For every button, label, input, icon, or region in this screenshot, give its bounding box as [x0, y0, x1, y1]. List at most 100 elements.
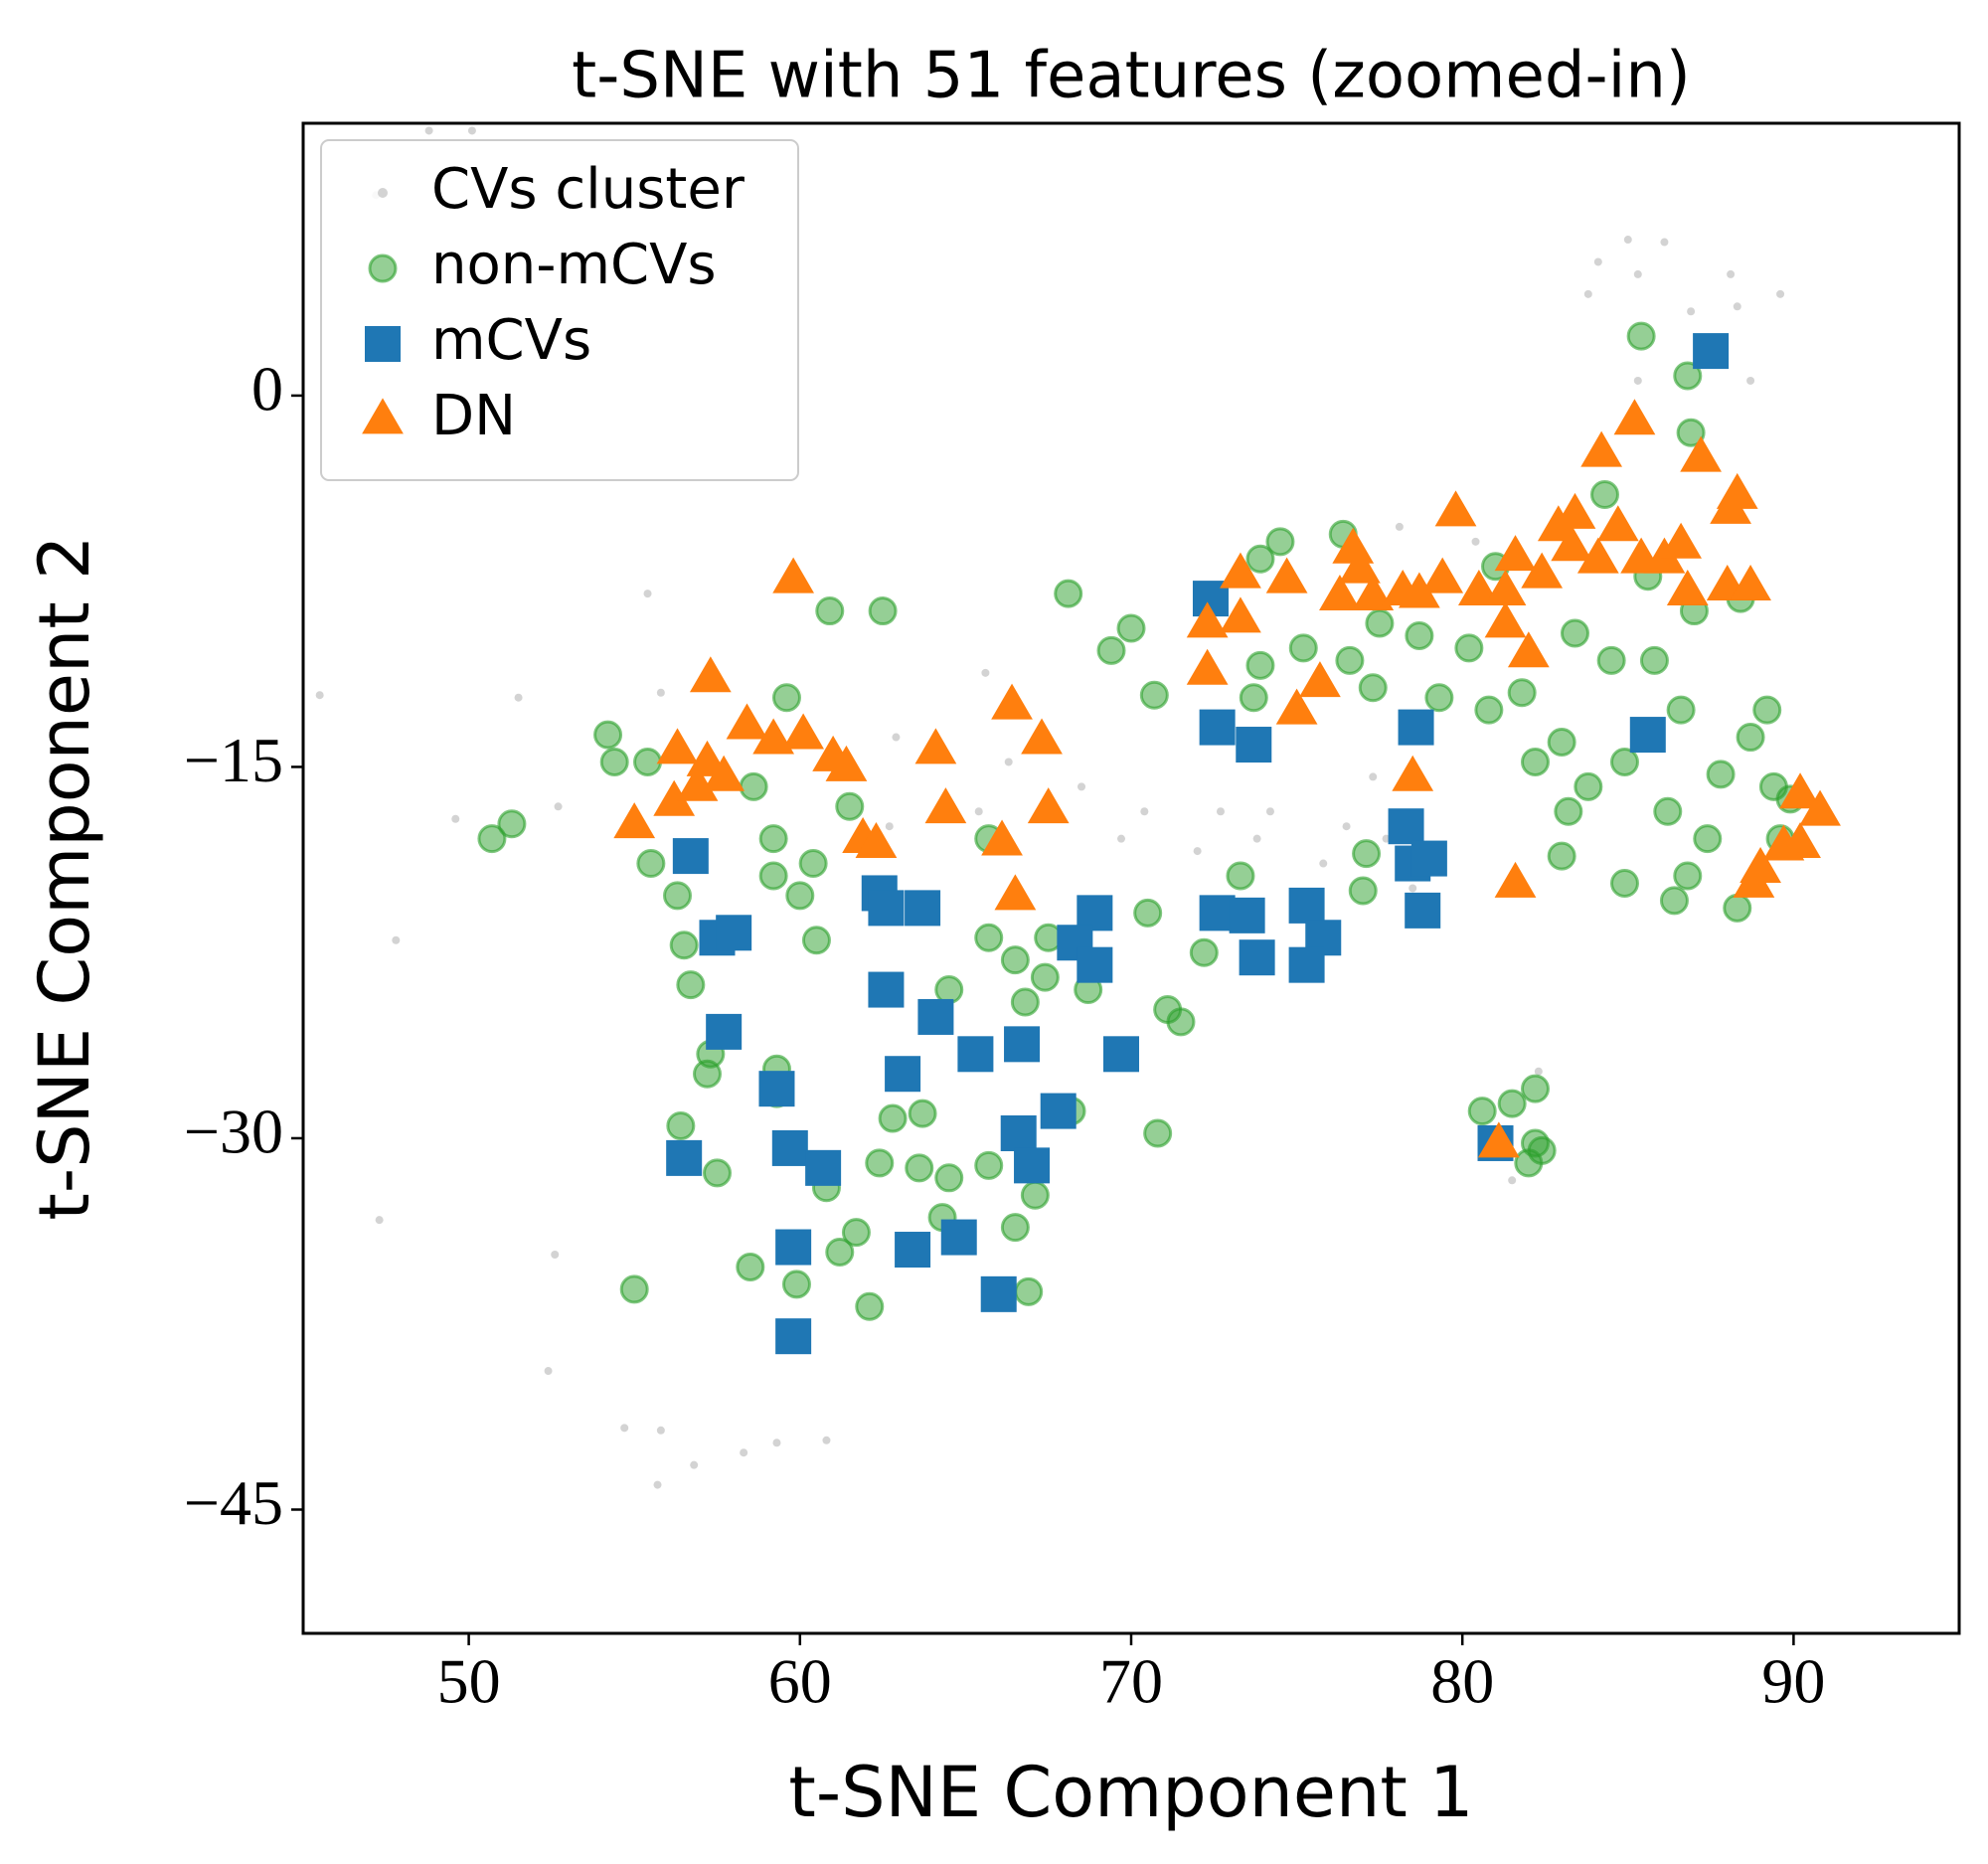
point — [815, 596, 845, 626]
point — [905, 1153, 934, 1183]
point — [1673, 361, 1703, 391]
point — [758, 1071, 795, 1107]
x-tick-label: 60 — [768, 1646, 832, 1717]
point — [1369, 772, 1378, 781]
point — [1507, 678, 1537, 708]
point — [1727, 269, 1736, 278]
point — [934, 975, 964, 1005]
series-circle — [477, 321, 1805, 1321]
point — [1653, 796, 1683, 826]
point — [1000, 1213, 1030, 1243]
legend-box — [320, 139, 799, 481]
point — [1265, 807, 1274, 816]
point — [1776, 289, 1785, 298]
point — [1467, 1097, 1497, 1126]
point — [1609, 747, 1639, 776]
point — [785, 881, 815, 911]
point — [752, 718, 795, 755]
point — [1574, 771, 1603, 801]
point — [1000, 1114, 1037, 1151]
point — [934, 1163, 964, 1193]
point — [1508, 1176, 1517, 1185]
point — [1554, 796, 1583, 826]
point — [1680, 435, 1722, 472]
point — [1527, 1135, 1557, 1165]
point — [1245, 650, 1275, 680]
point — [1140, 807, 1149, 816]
point — [1494, 861, 1537, 898]
point — [672, 838, 709, 875]
point — [1193, 847, 1202, 856]
point — [703, 755, 746, 791]
point — [633, 747, 663, 776]
point — [690, 1460, 699, 1469]
point — [974, 807, 983, 816]
point — [1229, 897, 1265, 933]
point — [656, 728, 699, 764]
point — [878, 1103, 908, 1133]
point — [980, 1275, 1017, 1312]
point — [1424, 683, 1454, 713]
point — [772, 1439, 781, 1447]
point — [1752, 695, 1782, 725]
point — [1740, 846, 1781, 883]
point — [1457, 570, 1500, 606]
point — [716, 915, 752, 951]
point — [1723, 893, 1752, 923]
point — [1580, 430, 1623, 467]
point — [656, 1426, 665, 1435]
point — [643, 590, 652, 598]
point — [703, 1158, 732, 1188]
point — [855, 822, 898, 859]
point — [1706, 760, 1736, 789]
point — [1220, 596, 1261, 633]
point — [981, 819, 1023, 856]
point — [917, 998, 954, 1035]
point — [1554, 492, 1596, 529]
point — [736, 1252, 765, 1281]
point — [895, 1232, 931, 1269]
point — [599, 747, 629, 776]
point — [865, 1148, 895, 1178]
legend-label: DN — [431, 384, 516, 448]
point — [1077, 782, 1086, 791]
point — [1000, 945, 1030, 975]
point — [1687, 307, 1696, 316]
point — [1166, 1007, 1196, 1037]
point — [739, 771, 768, 801]
point — [805, 1149, 842, 1186]
point — [940, 1219, 977, 1256]
series-triangle — [613, 399, 1841, 1158]
point — [1392, 755, 1434, 791]
point — [1596, 645, 1626, 675]
point — [1239, 939, 1275, 976]
point — [855, 1291, 885, 1321]
point — [1421, 557, 1464, 593]
point — [636, 849, 666, 879]
point — [1004, 1026, 1041, 1063]
point — [868, 971, 905, 1008]
point — [1021, 718, 1063, 755]
chart-title: t-SNE with 51 features (zoomed-in) — [572, 40, 1691, 113]
point — [1730, 565, 1771, 601]
point — [1660, 522, 1702, 559]
point — [1623, 236, 1632, 245]
point — [1405, 620, 1434, 650]
point — [554, 802, 563, 811]
point — [653, 1480, 662, 1489]
point — [693, 1059, 723, 1089]
point — [1596, 505, 1639, 542]
point — [1054, 579, 1083, 608]
point — [1494, 535, 1537, 572]
point — [1275, 688, 1318, 725]
point — [801, 926, 831, 955]
point — [924, 787, 967, 824]
point — [1474, 695, 1504, 725]
point — [1319, 859, 1328, 868]
legend-label: non-mCVs — [431, 233, 717, 297]
point — [1216, 807, 1225, 816]
point — [1666, 695, 1696, 725]
point — [1319, 575, 1361, 611]
point — [1199, 709, 1236, 746]
